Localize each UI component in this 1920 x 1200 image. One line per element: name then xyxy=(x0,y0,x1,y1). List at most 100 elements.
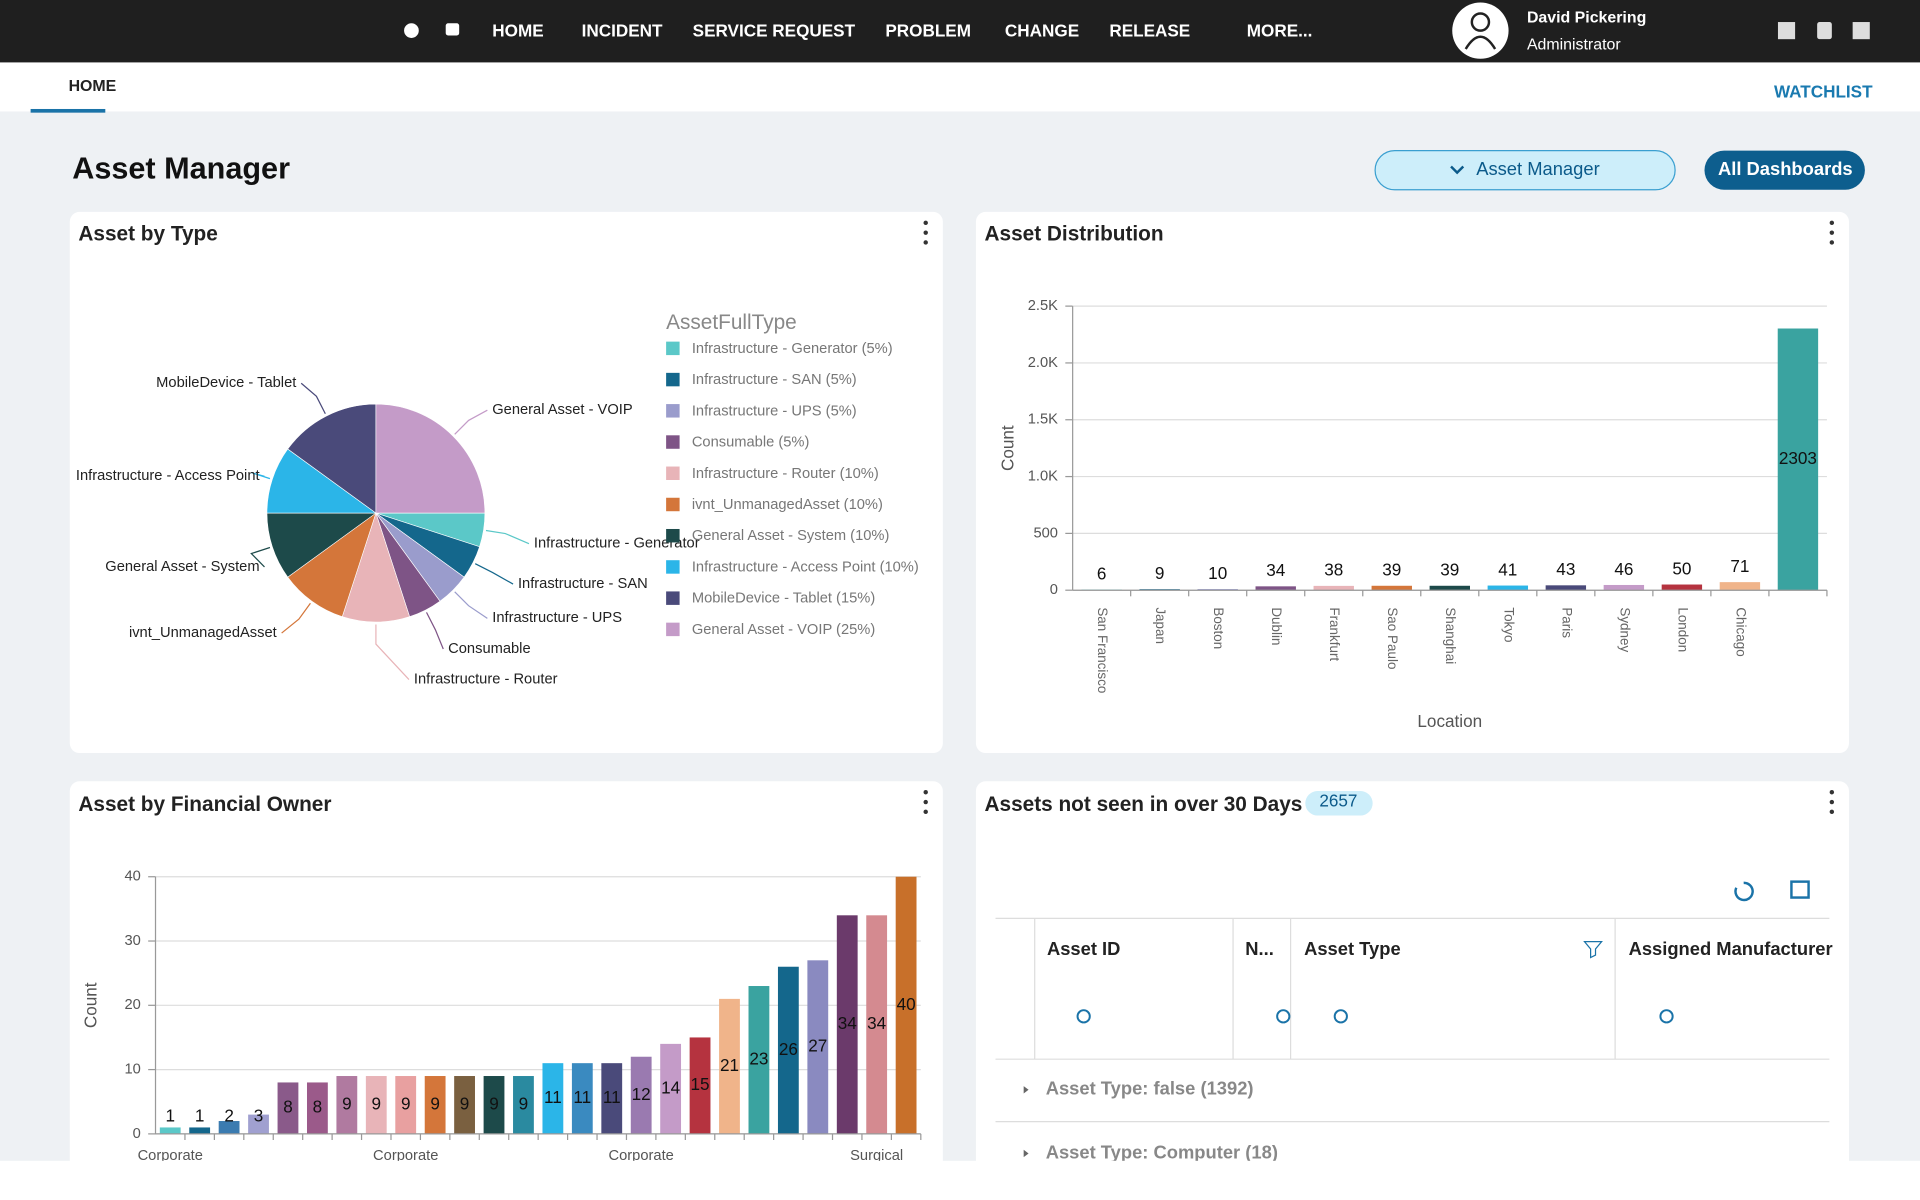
leader-line xyxy=(251,471,271,480)
value-label: 6 xyxy=(1097,563,1107,583)
bar[interactable] xyxy=(571,1063,593,1134)
bar[interactable] xyxy=(277,1082,299,1134)
bar[interactable] xyxy=(336,1076,358,1134)
leader-line xyxy=(281,602,311,634)
pie-label: Infrastructure - Router xyxy=(414,671,558,687)
column-header[interactable]: Assigned Manufacturer xyxy=(1629,938,1833,959)
leader-line xyxy=(300,382,326,415)
bar[interactable] xyxy=(1255,586,1296,591)
page-bottom xyxy=(0,1160,1920,1200)
x-tick-label: Corporate xyxy=(373,1148,438,1164)
bar[interactable] xyxy=(836,915,858,1134)
leader-line xyxy=(425,612,444,650)
nav-item[interactable]: PROBLEM xyxy=(885,20,971,40)
bar[interactable] xyxy=(1777,328,1819,591)
leader-line xyxy=(454,591,488,619)
bar[interactable] xyxy=(689,1037,711,1134)
dashboard-select-label[interactable]: Asset Manager xyxy=(1476,158,1599,179)
search-icons[interactable] xyxy=(1076,1009,1674,1024)
bar[interactable] xyxy=(365,1076,387,1134)
legend-label[interactable]: Infrastructure - Generator (5%) xyxy=(692,341,893,357)
y-tick-label: 10 xyxy=(124,1061,140,1077)
value-label: 41 xyxy=(1498,559,1517,579)
bar[interactable] xyxy=(424,1076,446,1134)
legend-label[interactable]: Infrastructure - SAN (5%) xyxy=(692,372,857,388)
leader-line xyxy=(474,563,514,585)
bar[interactable] xyxy=(807,960,829,1134)
bar[interactable] xyxy=(748,986,770,1134)
legend-label[interactable]: MobileDevice - Tablet (15%) xyxy=(692,591,875,607)
bar[interactable] xyxy=(1719,582,1761,591)
add-icon[interactable] xyxy=(404,23,419,38)
value-label: 39 xyxy=(1440,560,1459,580)
bar[interactable] xyxy=(454,1076,475,1134)
nav-item[interactable]: MORE... xyxy=(1247,20,1313,40)
bar[interactable] xyxy=(395,1076,417,1134)
nav-item[interactable]: RELEASE xyxy=(1109,20,1190,40)
tab-underline xyxy=(30,108,106,113)
group-row[interactable]: Asset Type: false (1392) xyxy=(1046,1078,1254,1099)
x-tick-label: Sao Paulo xyxy=(1385,607,1400,669)
bar[interactable] xyxy=(306,1082,328,1134)
legend-label[interactable]: Infrastructure - Access Point (10%) xyxy=(692,559,919,575)
column-header[interactable]: Asset Type xyxy=(1304,938,1401,959)
kebab-menus[interactable] xyxy=(923,220,1835,815)
watchlist[interactable]: WATCHLIST xyxy=(1774,82,1873,102)
bar[interactable] xyxy=(1545,585,1587,591)
bar[interactable] xyxy=(777,966,799,1134)
bar[interactable] xyxy=(866,915,888,1134)
columns-icon[interactable] xyxy=(1790,880,1810,899)
y-axis-title: Count xyxy=(80,982,100,1028)
y-tick-label: 2.0K xyxy=(1028,355,1058,371)
bar[interactable] xyxy=(218,1121,240,1134)
bar[interactable] xyxy=(513,1076,534,1134)
all-dashboards-button[interactable] xyxy=(1704,150,1865,190)
legend-label[interactable]: Consumable (5%) xyxy=(692,435,810,451)
bar[interactable] xyxy=(660,1043,682,1134)
bar[interactable] xyxy=(483,1076,505,1134)
bar[interactable] xyxy=(1429,585,1470,591)
x-tick-label: Tokyo xyxy=(1501,607,1516,642)
dashboard-select[interactable] xyxy=(1374,150,1676,191)
all-dashboards-label[interactable]: All Dashboards xyxy=(1718,158,1853,179)
filter-icon[interactable] xyxy=(1583,941,1603,959)
bar[interactable] xyxy=(1371,585,1412,591)
pie-label: General Asset - System xyxy=(105,559,259,575)
bar[interactable] xyxy=(719,998,740,1134)
bar[interactable] xyxy=(542,1063,564,1134)
bar[interactable] xyxy=(1487,585,1529,591)
legend-swatch xyxy=(666,341,680,356)
group-row[interactable]: Asset Type: Computer (18) xyxy=(1046,1141,1278,1162)
legend-label[interactable]: Infrastructure - Router (10%) xyxy=(692,466,879,482)
column-header[interactable]: Asset ID xyxy=(1047,938,1120,959)
bar[interactable] xyxy=(248,1114,269,1134)
table-title: Assets not seen in over 30 Days xyxy=(984,793,1302,816)
bar[interactable] xyxy=(189,1127,211,1134)
bar[interactable] xyxy=(1313,585,1354,591)
legend-label[interactable]: ivnt_UnmanagedAsset (10%) xyxy=(692,497,883,513)
chat-icon[interactable] xyxy=(445,23,460,36)
nav-item[interactable]: HOME xyxy=(492,20,543,40)
bar[interactable] xyxy=(1603,584,1645,591)
bar[interactable] xyxy=(630,1056,652,1134)
settings-icon[interactable] xyxy=(1777,22,1796,40)
bar[interactable] xyxy=(159,1127,181,1134)
nav-item[interactable]: CHANGE xyxy=(1005,20,1079,40)
legend-label[interactable]: Infrastructure - UPS (5%) xyxy=(692,403,857,419)
nav-item[interactable]: INCIDENT xyxy=(582,20,663,40)
bar[interactable] xyxy=(895,876,917,1134)
refresh-icon[interactable] xyxy=(1734,881,1754,902)
nav-item[interactable]: SERVICE REQUEST xyxy=(693,20,856,40)
y-tick-label: 2.5K xyxy=(1028,298,1058,314)
legend-label[interactable]: General Asset - VOIP (25%) xyxy=(692,622,875,638)
legend-label[interactable]: General Asset - System (10%) xyxy=(692,528,890,544)
help-icon[interactable] xyxy=(1817,22,1832,40)
bar[interactable] xyxy=(1661,584,1703,591)
tab[interactable]: HOME xyxy=(69,78,117,95)
value-label: 14 xyxy=(661,1077,681,1097)
bar[interactable] xyxy=(601,1063,623,1134)
column-header[interactable]: N... xyxy=(1245,938,1274,959)
logout-icon[interactable] xyxy=(1852,22,1870,40)
